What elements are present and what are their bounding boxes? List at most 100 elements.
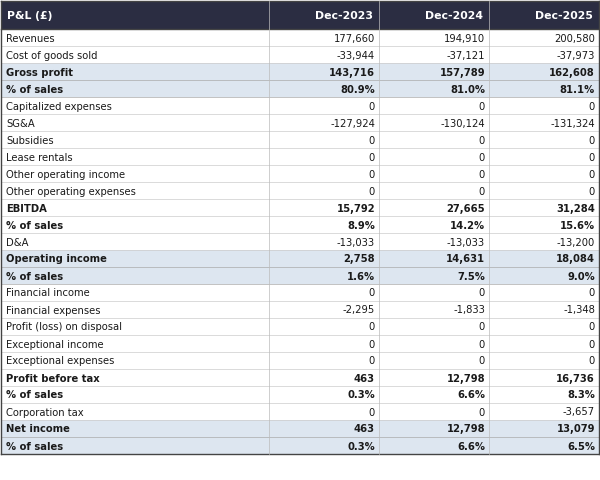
Text: -127,924: -127,924 (330, 118, 375, 128)
Text: 0: 0 (479, 339, 485, 349)
Text: -3,657: -3,657 (563, 407, 595, 417)
Text: 12,798: 12,798 (446, 424, 485, 433)
Bar (1, 115, 599, 132)
Text: Revenues: Revenues (6, 34, 55, 43)
Bar (1, 216, 599, 233)
Text: -2,295: -2,295 (343, 305, 375, 315)
Text: 0: 0 (369, 407, 375, 417)
Bar (489, 2, 599, 30)
Bar (1, 166, 599, 182)
Text: Lease rentals: Lease rentals (6, 152, 73, 162)
Text: Other operating expenses: Other operating expenses (6, 186, 136, 196)
Text: 0: 0 (589, 101, 595, 111)
Bar (1, 336, 599, 352)
Bar (1, 2, 269, 30)
Text: 0: 0 (589, 152, 595, 162)
Text: Profit (loss) on disposal: Profit (loss) on disposal (6, 322, 122, 332)
Bar (1, 318, 599, 336)
Text: -37,121: -37,121 (446, 50, 485, 60)
Bar (1, 437, 599, 454)
Text: % of sales: % of sales (6, 84, 63, 94)
Text: 15.6%: 15.6% (560, 220, 595, 230)
Text: 80.9%: 80.9% (340, 84, 375, 94)
Text: 2,758: 2,758 (343, 254, 375, 264)
Text: Corporation tax: Corporation tax (6, 407, 83, 417)
Text: 0: 0 (479, 169, 485, 179)
Text: % of sales: % of sales (6, 441, 63, 451)
Bar (1, 369, 599, 386)
Text: Financial income: Financial income (6, 288, 90, 298)
Text: 27,665: 27,665 (446, 203, 485, 213)
Text: 13,079: 13,079 (557, 424, 595, 433)
Text: 0: 0 (589, 322, 595, 332)
Text: 6.6%: 6.6% (457, 441, 485, 451)
Text: -1,348: -1,348 (563, 305, 595, 315)
Text: 18,084: 18,084 (556, 254, 595, 264)
Text: % of sales: % of sales (6, 220, 63, 230)
Text: -33,944: -33,944 (337, 50, 375, 60)
Text: 14,631: 14,631 (446, 254, 485, 264)
Bar (1, 233, 599, 251)
Text: -13,033: -13,033 (337, 237, 375, 247)
Bar (1, 64, 599, 81)
Text: 0: 0 (479, 407, 485, 417)
Bar (1, 251, 599, 267)
Text: 1.6%: 1.6% (347, 271, 375, 281)
Text: Profit before tax: Profit before tax (6, 373, 100, 383)
Text: 7.5%: 7.5% (457, 271, 485, 281)
Text: 463: 463 (354, 424, 375, 433)
Bar (1, 30, 599, 47)
Text: 0.3%: 0.3% (347, 441, 375, 451)
Bar (1, 132, 599, 149)
Text: 12,798: 12,798 (446, 373, 485, 383)
Text: 0: 0 (369, 322, 375, 332)
Text: 9.0%: 9.0% (567, 271, 595, 281)
Text: 14.2%: 14.2% (450, 220, 485, 230)
Text: 0: 0 (369, 101, 375, 111)
Text: Dec-2025: Dec-2025 (535, 11, 593, 21)
Text: 31,284: 31,284 (556, 203, 595, 213)
Text: 0: 0 (589, 288, 595, 298)
Text: EBITDA: EBITDA (6, 203, 47, 213)
Text: Operating income: Operating income (6, 254, 107, 264)
Bar (269, 2, 379, 30)
Text: -1,833: -1,833 (453, 305, 485, 315)
Text: Exceptional expenses: Exceptional expenses (6, 356, 115, 366)
Text: Financial expenses: Financial expenses (6, 305, 101, 315)
Bar (1, 285, 599, 301)
Text: % of sales: % of sales (6, 390, 63, 400)
Text: 0: 0 (369, 152, 375, 162)
Text: 0: 0 (589, 356, 595, 366)
Text: 0: 0 (369, 339, 375, 349)
Text: Gross profit: Gross profit (6, 67, 73, 77)
Text: 0: 0 (479, 322, 485, 332)
Text: 0: 0 (479, 101, 485, 111)
Text: 0: 0 (589, 135, 595, 145)
Text: 8.9%: 8.9% (347, 220, 375, 230)
Text: 16,736: 16,736 (556, 373, 595, 383)
Text: 0.3%: 0.3% (347, 390, 375, 400)
Bar (1, 200, 599, 216)
Bar (379, 2, 489, 30)
Text: 0: 0 (589, 169, 595, 179)
Bar (1, 301, 599, 318)
Bar (1, 47, 599, 64)
Text: 0: 0 (589, 186, 595, 196)
Text: D&A: D&A (6, 237, 29, 247)
Text: 0: 0 (479, 186, 485, 196)
Text: 0: 0 (479, 135, 485, 145)
Bar (1, 149, 599, 166)
Text: P&L (£): P&L (£) (7, 11, 52, 21)
Text: 0: 0 (479, 356, 485, 366)
Text: 0: 0 (589, 339, 595, 349)
Text: Exceptional income: Exceptional income (6, 339, 104, 349)
Text: -13,033: -13,033 (447, 237, 485, 247)
Text: 143,716: 143,716 (329, 67, 375, 77)
Text: Dec-2024: Dec-2024 (425, 11, 483, 21)
Text: 81.0%: 81.0% (450, 84, 485, 94)
Text: Dec-2023: Dec-2023 (315, 11, 373, 21)
Text: 463: 463 (354, 373, 375, 383)
Text: -130,124: -130,124 (440, 118, 485, 128)
Text: 194,910: 194,910 (444, 34, 485, 43)
Text: 0: 0 (479, 152, 485, 162)
